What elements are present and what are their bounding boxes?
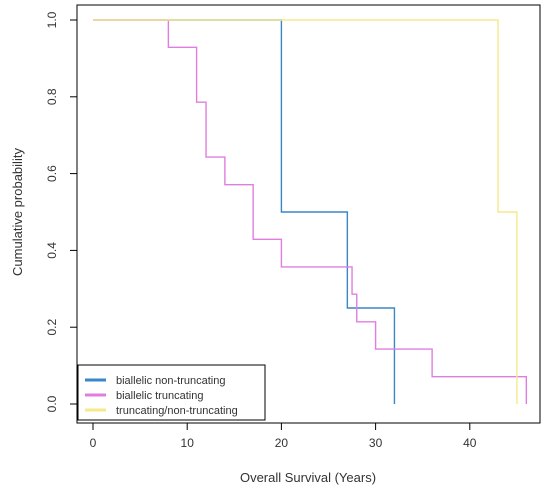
x-tick-label: 0 — [90, 436, 97, 450]
x-tick-label: 10 — [181, 436, 195, 450]
x-tick-label: 40 — [463, 436, 477, 450]
legend: biallelic non-truncating biallelic trunc… — [77, 364, 266, 421]
x-tick-label: 30 — [369, 436, 383, 450]
y-tick-label: 0.4 — [45, 242, 59, 259]
x-axis: 0 10 20 30 40 — [90, 422, 477, 450]
y-tick-label: 0.8 — [45, 88, 59, 105]
y-tick-label: 0.6 — [45, 165, 59, 182]
y-axis-label: Cumulative probability — [10, 148, 25, 276]
series-line-truncating-non-truncating — [93, 19, 518, 404]
y-tick-label: 0.0 — [45, 395, 59, 412]
legend-label-biallelic-non-truncating: biallelic non-truncating — [116, 375, 225, 387]
y-tick-label: 0.2 — [45, 319, 59, 336]
plot-frame — [76, 4, 541, 424]
y-tick-label: 1.0 — [45, 11, 59, 28]
legend-label-truncating-non-truncating: truncating/non-truncating — [116, 405, 238, 417]
x-axis-label: Overall Survival (Years) — [240, 470, 376, 485]
legend-box — [77, 364, 266, 421]
x-tick-label: 20 — [275, 436, 289, 450]
y-axis: 0.0 0.2 0.4 0.6 0.8 1.0 — [45, 11, 78, 412]
series-line-biallelic-truncating — [93, 19, 528, 404]
series-line-biallelic-non-truncating — [93, 19, 396, 404]
legend-label-biallelic-truncating: biallelic truncating — [116, 390, 203, 402]
series-layer — [93, 19, 528, 404]
